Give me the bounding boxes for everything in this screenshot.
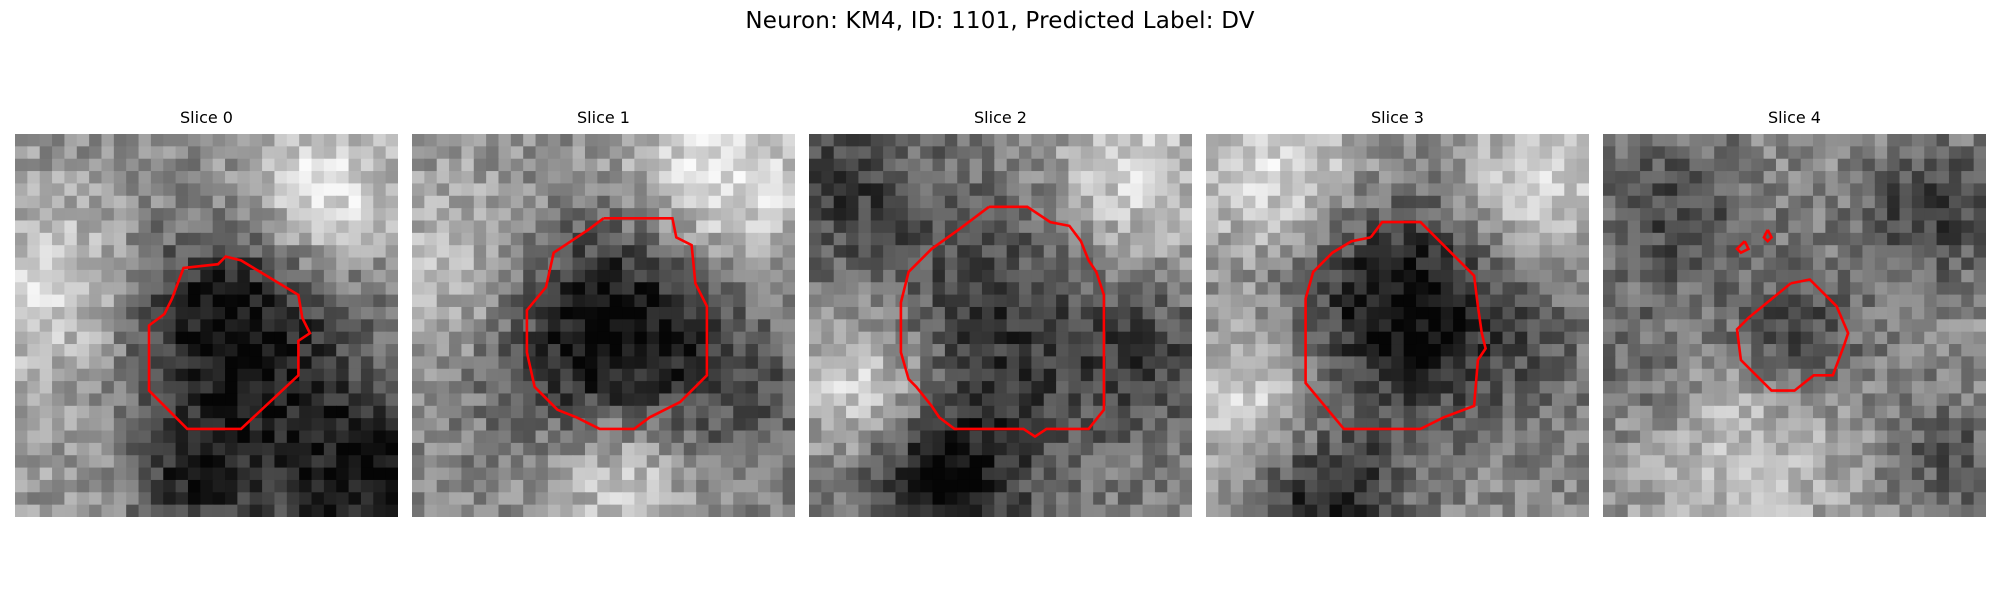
- slice-image: [1603, 134, 1986, 517]
- cell-contour: [147, 255, 312, 431]
- slice-image: [1206, 134, 1589, 517]
- slice-title: Slice 1: [577, 108, 630, 127]
- slice-title: Slice 0: [180, 108, 233, 127]
- slice-title: Slice 3: [1371, 108, 1424, 127]
- slice-panel-0: Slice 0: [15, 108, 398, 517]
- slice-panel-1: Slice 1: [412, 108, 795, 517]
- cell-contour: [1762, 229, 1774, 244]
- cell-contour: [1304, 220, 1488, 431]
- cell-contour: [525, 217, 709, 431]
- slice-title: Slice 2: [974, 108, 1027, 127]
- slice-panel-4: Slice 4: [1603, 108, 1986, 517]
- slice-title: Slice 4: [1768, 108, 1821, 127]
- slice-image: [15, 134, 398, 517]
- slice-panel-3: Slice 3: [1206, 108, 1589, 517]
- slice-panel-2: Slice 2: [809, 108, 1192, 517]
- cell-contour: [1735, 240, 1751, 255]
- cell-contour: [899, 205, 1106, 439]
- cell-contour: [1735, 278, 1850, 392]
- slice-image: [809, 134, 1192, 517]
- slice-image: [412, 134, 795, 517]
- figure-title: Neuron: KM4, ID: 1101, Predicted Label: …: [745, 8, 1255, 34]
